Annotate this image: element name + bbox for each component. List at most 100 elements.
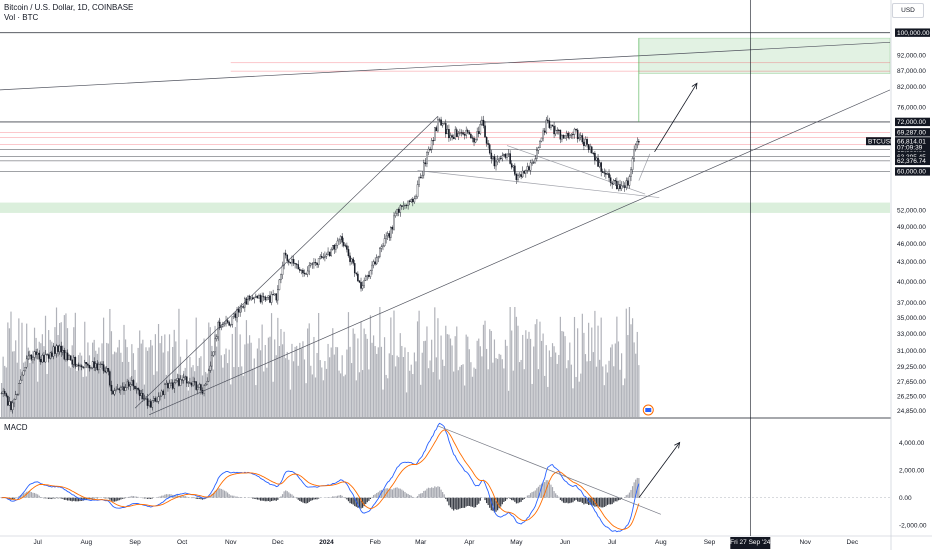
volume-bar — [98, 347, 100, 417]
candle-body — [134, 385, 136, 390]
macd-histogram-bar — [506, 497, 508, 500]
candle-body — [628, 176, 631, 186]
price-tick-label: 82,000.00 — [897, 84, 926, 91]
candle-body — [212, 351, 215, 356]
candle-body — [415, 196, 417, 199]
macd-histogram-bar — [509, 497, 511, 499]
macd-histogram-bar — [48, 497, 50, 499]
volume-bar — [156, 371, 158, 417]
candle-body — [181, 379, 183, 381]
volume-bar — [87, 342, 89, 417]
volume-bar — [26, 323, 28, 417]
price-tick-label: 43,000.00 — [897, 259, 926, 266]
candle-body — [203, 385, 205, 394]
volume-bar — [608, 360, 610, 417]
macd-histogram-bar — [77, 497, 80, 502]
macd-histogram-bar — [421, 493, 423, 498]
price-tag-bg — [895, 117, 930, 127]
candle-body — [499, 158, 502, 160]
macd-histogram-bar — [214, 490, 216, 498]
candle-body — [324, 255, 326, 258]
candle-body — [214, 338, 216, 353]
candle-body — [616, 180, 618, 190]
volume-bar — [409, 370, 411, 417]
macd-histogram-bar — [489, 497, 491, 508]
macd-histogram-bar — [311, 497, 313, 501]
volume-bar — [153, 374, 155, 417]
volume-bar — [59, 323, 61, 417]
macd-histogram-bar — [374, 494, 376, 498]
candle-body — [455, 129, 458, 137]
candle-body — [590, 146, 593, 154]
volume-bar — [504, 339, 507, 417]
volume-bar — [219, 319, 221, 417]
macd-histogram-bar — [432, 487, 434, 498]
macd-histogram-bar — [456, 497, 458, 510]
currency-button[interactable]: USD — [892, 3, 924, 18]
volume-bar — [363, 328, 365, 417]
volume-bar — [19, 369, 22, 417]
macd-histogram-bar — [584, 497, 587, 504]
macd-histogram-bar — [485, 497, 488, 504]
macd-histogram-bar — [135, 496, 138, 498]
candle-body — [43, 355, 45, 363]
macd-histogram-bar — [534, 490, 536, 498]
candle-body — [189, 382, 191, 384]
macd-histogram-bar — [198, 497, 200, 499]
candle-body — [58, 345, 61, 352]
trend-line — [506, 145, 646, 195]
macd-histogram-bar — [426, 488, 428, 498]
volume-bar — [404, 347, 406, 417]
volume-bar — [107, 343, 109, 417]
candle-body — [138, 389, 141, 397]
macd-legend: MACD — [4, 423, 28, 432]
candle-body — [21, 374, 23, 381]
candle-body — [512, 165, 515, 168]
macd-histogram-bar — [216, 489, 218, 498]
volume-bar — [150, 339, 152, 417]
candle-body — [481, 119, 483, 125]
candle-body — [410, 199, 413, 202]
candle-body — [151, 400, 154, 408]
volume-bar — [492, 362, 494, 417]
volume-bar — [43, 346, 45, 417]
macd-histogram-bar — [638, 478, 640, 498]
candle-body — [105, 368, 108, 373]
volume-bar — [369, 315, 372, 417]
candle-body — [462, 132, 464, 135]
candle-body — [41, 355, 44, 363]
volume-bar — [539, 321, 541, 417]
volume-bar — [506, 345, 508, 417]
volume-bar — [259, 350, 262, 417]
price-tag-bg — [895, 152, 930, 161]
symbol-price-bg — [895, 137, 930, 152]
candle-body — [54, 346, 56, 354]
volume-bar — [256, 348, 259, 417]
candle-body — [385, 235, 387, 239]
volume-bar — [244, 344, 246, 417]
macd-histogram-bar — [599, 497, 601, 507]
candle-body — [33, 351, 36, 358]
macd-histogram-bar — [197, 497, 199, 499]
candle-body — [561, 135, 563, 140]
candle-body — [140, 393, 143, 397]
volume-bar — [443, 365, 445, 417]
candle-body — [586, 139, 588, 145]
volume-bar — [573, 316, 576, 417]
volume-bar — [70, 367, 72, 417]
macd-histogram-bar — [296, 497, 298, 499]
macd-histogram-bar — [110, 497, 113, 501]
candle-body — [60, 345, 62, 353]
macd-histogram-bar — [184, 495, 186, 498]
volume-bar — [286, 351, 288, 417]
price-tag-bg — [895, 167, 930, 176]
volume-bar — [575, 376, 577, 417]
macd-histogram-bar — [551, 487, 554, 498]
volume-bar — [90, 367, 92, 417]
candle-body — [120, 387, 122, 391]
volume-bar — [496, 358, 499, 417]
candle-body — [630, 169, 632, 177]
candle-body — [401, 205, 403, 207]
macd-histogram-bar — [32, 492, 34, 498]
